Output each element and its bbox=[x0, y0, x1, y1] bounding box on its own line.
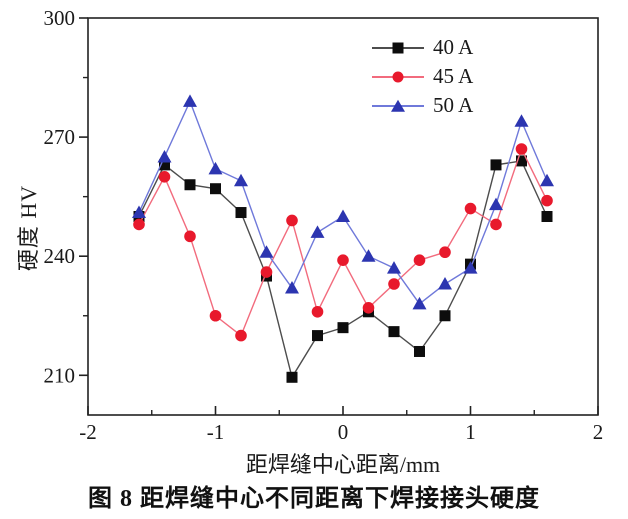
data-point-marker-circle bbox=[184, 230, 196, 243]
x-axis-label: 距焊缝中心距离/mm bbox=[245, 452, 441, 477]
data-point-marker-triangle bbox=[361, 249, 376, 262]
data-point-marker-circle bbox=[515, 143, 528, 155]
x-tick-label: 0 bbox=[338, 420, 349, 444]
data-point-marker-square bbox=[516, 155, 527, 167]
data-point-marker-circle bbox=[133, 218, 145, 231]
y-tick-label: 240 bbox=[44, 244, 76, 268]
legend-label-50a: 50 A bbox=[433, 93, 474, 117]
triangle-marker-icon bbox=[391, 99, 405, 112]
data-point-marker-circle bbox=[464, 202, 477, 215]
legend-swatch-45a bbox=[372, 69, 424, 85]
circle-marker-icon bbox=[392, 71, 404, 82]
data-point-marker-square bbox=[541, 211, 553, 222]
legend-swatch-50a bbox=[372, 98, 424, 114]
data-point-marker-circle bbox=[235, 329, 247, 342]
square-marker-icon bbox=[392, 42, 404, 53]
data-point-marker-triangle bbox=[183, 94, 197, 107]
data-point-marker-circle bbox=[362, 302, 375, 314]
data-point-marker-triangle bbox=[259, 245, 274, 258]
chart-legend: 40 A 45 A 50 A bbox=[372, 33, 473, 120]
data-point-marker-triangle bbox=[387, 261, 401, 274]
data-point-marker-square bbox=[210, 183, 221, 195]
data-point-marker-triangle bbox=[540, 173, 554, 187]
figure-caption: 图 8 距焊缝中心不同距离下焊接接头硬度 bbox=[88, 486, 540, 512]
data-point-marker-circle bbox=[541, 194, 553, 207]
data-point-marker-square bbox=[286, 371, 298, 383]
data-point-marker-circle bbox=[337, 254, 349, 266]
data-point-marker-circle bbox=[311, 305, 324, 318]
data-point-marker-circle bbox=[413, 254, 426, 266]
legend-item-45a: 45 A bbox=[372, 62, 473, 91]
y-tick-label: 300 bbox=[44, 6, 76, 30]
data-point-marker-circle bbox=[388, 278, 400, 290]
data-point-marker-triangle bbox=[489, 197, 503, 211]
y-axis-label: 硬度 HV bbox=[16, 184, 41, 272]
data-point-marker-circle bbox=[286, 214, 298, 227]
data-point-marker-triangle bbox=[310, 225, 325, 238]
data-point-marker-triangle bbox=[132, 205, 146, 219]
data-point-marker-circle bbox=[209, 309, 222, 322]
data-point-marker-circle bbox=[260, 266, 273, 278]
data-point-marker-circle bbox=[439, 246, 451, 259]
data-point-marker-square bbox=[439, 310, 451, 322]
data-point-marker-square bbox=[184, 179, 196, 191]
data-point-marker-square bbox=[235, 207, 247, 219]
data-point-marker-triangle bbox=[285, 280, 299, 294]
y-tick-label: 210 bbox=[44, 363, 76, 387]
data-point-marker-circle bbox=[158, 171, 171, 183]
data-point-marker-triangle bbox=[234, 173, 248, 187]
data-point-marker-triangle bbox=[336, 209, 350, 222]
data-point-marker-square bbox=[337, 322, 349, 334]
y-tick-label: 270 bbox=[44, 125, 76, 149]
data-point-marker-triangle bbox=[514, 114, 529, 127]
data-point-marker-square bbox=[312, 330, 323, 342]
x-tick-label: -2 bbox=[79, 420, 97, 444]
legend-swatch-40a bbox=[372, 40, 424, 56]
legend-item-40a: 40 A bbox=[372, 33, 473, 62]
data-point-marker-triangle bbox=[208, 161, 223, 175]
data-point-marker-square bbox=[159, 159, 170, 171]
legend-item-50a: 50 A bbox=[372, 91, 473, 120]
data-point-marker-triangle bbox=[463, 261, 478, 274]
data-point-marker-square bbox=[388, 326, 400, 338]
data-point-marker-circle bbox=[490, 218, 502, 231]
x-tick-label: 2 bbox=[593, 420, 604, 444]
legend-label-40a: 40 A bbox=[433, 35, 474, 59]
series-line-45a bbox=[138, 147, 548, 337]
x-tick-label: 1 bbox=[465, 420, 476, 444]
legend-label-45a: 45 A bbox=[433, 64, 474, 88]
data-point-marker-triangle bbox=[412, 296, 427, 310]
data-point-marker-square bbox=[414, 345, 425, 357]
data-point-marker-triangle bbox=[438, 276, 452, 290]
data-point-marker-triangle bbox=[157, 149, 172, 163]
data-point-marker-square bbox=[490, 159, 502, 171]
x-tick-label: -1 bbox=[207, 420, 225, 444]
